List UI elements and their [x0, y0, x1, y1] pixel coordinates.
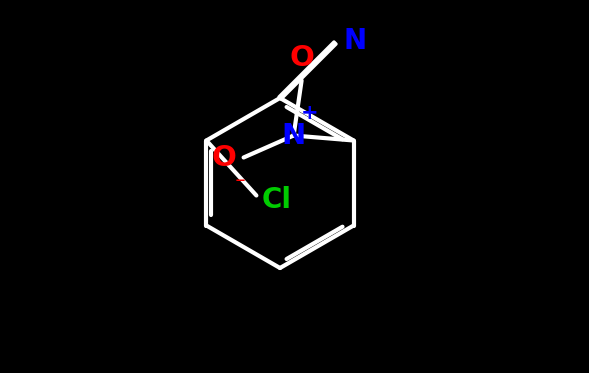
Text: N: N — [282, 122, 306, 150]
Text: ⁻: ⁻ — [235, 175, 246, 194]
Text: Cl: Cl — [262, 185, 292, 213]
Text: +: + — [301, 103, 319, 122]
Text: O: O — [211, 144, 237, 172]
Text: N: N — [343, 27, 366, 55]
Text: O: O — [289, 44, 314, 72]
